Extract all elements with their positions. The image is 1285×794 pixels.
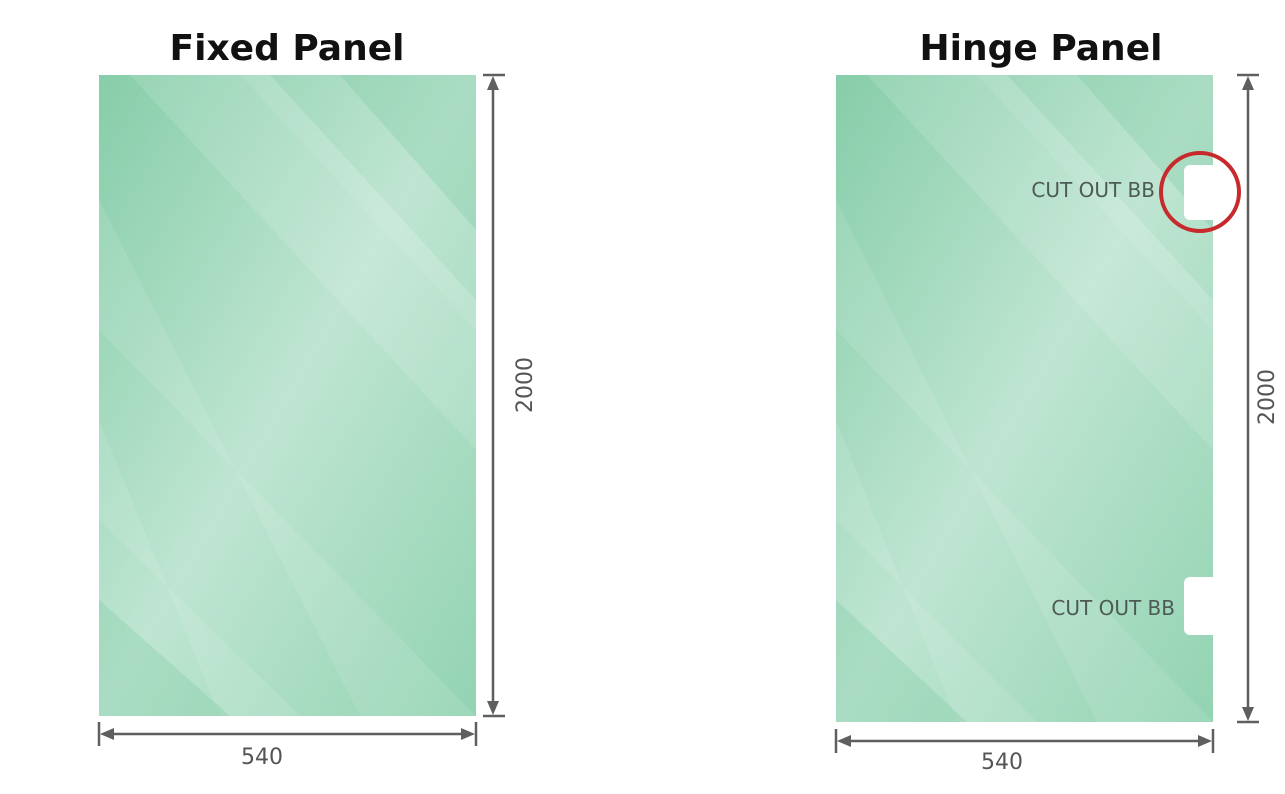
fixed-panel-glass xyxy=(99,75,476,716)
hinge-panel-glass xyxy=(836,75,1213,722)
fixed-panel-title: Fixed Panel xyxy=(170,28,405,69)
hinge-panel-title: Hinge Panel xyxy=(920,28,1163,69)
hinge-height-dimension xyxy=(1237,73,1259,724)
fixed-width-label: 540 xyxy=(241,745,283,770)
cutout-label-top: CUT OUT BB xyxy=(1031,178,1155,202)
fixed-height-label: 2000 xyxy=(513,357,538,413)
hinge-height-label: 2000 xyxy=(1255,369,1280,425)
fixed-height-dimension xyxy=(483,73,505,718)
cutout-label-bottom: CUT OUT BB xyxy=(1051,596,1175,620)
hinge-width-label: 540 xyxy=(981,750,1023,775)
fixed-width-dimension xyxy=(97,722,478,746)
hinge-width-dimension xyxy=(834,729,1215,753)
cutout-highlight-circle xyxy=(1159,151,1241,233)
